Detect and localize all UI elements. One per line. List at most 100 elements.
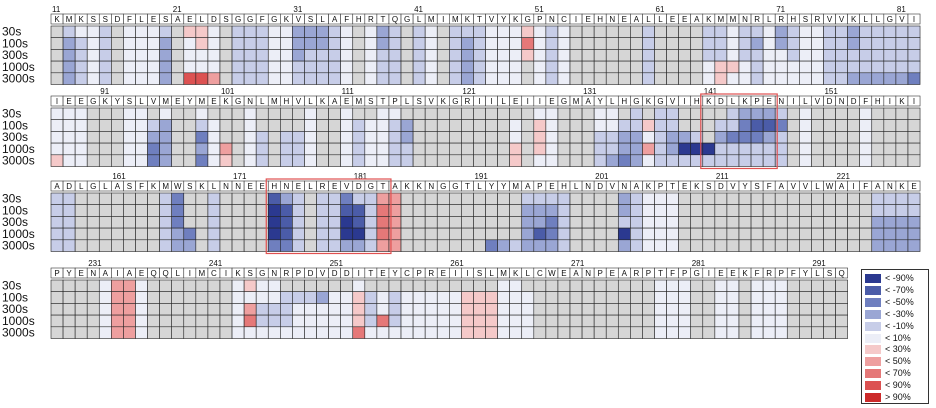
heat-cell <box>533 216 547 229</box>
heat-cell <box>316 279 329 292</box>
heat-cell <box>895 25 909 38</box>
residue-letter: K <box>465 15 471 24</box>
heat-cell <box>449 131 462 144</box>
legend-swatch <box>865 345 881 355</box>
heat-cell <box>557 49 571 62</box>
heat-cell <box>859 142 873 156</box>
heat-cell <box>738 239 752 252</box>
residue-letter: D <box>308 269 314 278</box>
residue-letter: V <box>730 182 736 191</box>
heat-cell <box>533 72 547 85</box>
heat-cell <box>436 131 450 144</box>
timepoint-label: 1000s <box>2 227 35 241</box>
heat-cell <box>654 25 667 38</box>
residue-letter: S <box>803 15 808 24</box>
heat-cell <box>799 131 812 144</box>
heat-cell <box>436 227 450 241</box>
heat-cell <box>267 60 281 74</box>
heat-cell <box>388 119 402 132</box>
heat-cell <box>533 239 547 252</box>
heat-cell <box>786 192 800 205</box>
legend-item: < -90% <box>862 273 928 284</box>
heat-cell <box>98 72 112 85</box>
heat-cell <box>171 239 185 252</box>
heat-cell <box>255 107 269 120</box>
heat-cell <box>352 326 366 339</box>
heat-cell <box>774 216 788 229</box>
heat-cell <box>847 107 860 120</box>
heat-cell <box>533 227 547 241</box>
heat-cell <box>219 326 233 339</box>
heat-cell <box>340 216 354 229</box>
heat-cell <box>412 131 426 144</box>
heat-cell <box>895 142 909 156</box>
heat-cell <box>847 60 860 74</box>
heat-cell <box>545 204 559 217</box>
heat-cell <box>533 154 547 167</box>
heat-cell <box>159 303 173 316</box>
heat-cell <box>485 227 498 241</box>
residue-letter: E <box>332 182 337 191</box>
residue-letter: P <box>682 269 687 278</box>
heat-cell <box>617 131 631 144</box>
residue-letter: G <box>90 182 96 191</box>
heat-cell <box>835 154 848 167</box>
heat-cell <box>449 303 462 316</box>
heat-cell <box>98 326 112 339</box>
heat-cell <box>50 192 64 205</box>
heat-cell <box>280 227 293 241</box>
heat-cell <box>738 119 752 132</box>
heat-cell <box>774 37 788 50</box>
heat-cell <box>497 204 510 217</box>
tick-label: 201 <box>595 172 609 181</box>
heat-cell <box>195 25 209 38</box>
heat-cell <box>823 131 836 144</box>
heat-cell <box>690 72 704 85</box>
heat-cell <box>617 204 631 217</box>
heat-cell <box>509 326 523 339</box>
heat-cell <box>231 227 245 241</box>
heat-cell <box>835 204 848 217</box>
residue-letter: N <box>621 182 627 191</box>
heat-cell <box>762 60 776 74</box>
residue-letter: M <box>355 97 362 106</box>
heat-cell <box>195 142 209 156</box>
heat-cell <box>883 60 897 74</box>
timepoint-label: 30s <box>2 25 21 39</box>
heat-cell <box>714 119 728 132</box>
heat-cell <box>907 154 921 167</box>
heat-cell <box>871 216 885 229</box>
heat-cell <box>243 142 257 156</box>
heat-cell <box>545 107 559 120</box>
heat-cell <box>123 239 136 252</box>
heat-cell <box>473 142 486 156</box>
heat-cell <box>461 142 474 156</box>
heat-cell <box>376 314 390 328</box>
heat-cell <box>895 204 909 217</box>
heat-cell <box>340 279 354 292</box>
heat-cell <box>219 72 233 85</box>
heat-cell <box>762 326 776 339</box>
heat-cell <box>642 216 655 229</box>
heat-cell <box>714 239 728 252</box>
residue-letter: C <box>404 269 410 278</box>
heat-cell <box>123 25 136 38</box>
heat-cell <box>593 216 607 229</box>
heat-cell <box>207 227 221 241</box>
heat-cell <box>811 314 824 328</box>
heat-cell <box>98 107 112 120</box>
heat-cell <box>461 49 474 62</box>
heat-cell <box>255 291 269 304</box>
heat-cell <box>630 25 643 38</box>
heat-cell <box>581 204 595 217</box>
residue-letter: R <box>754 15 760 24</box>
residue-letter: G <box>235 15 241 24</box>
heat-cell <box>280 60 293 74</box>
heat-cell <box>352 49 366 62</box>
heat-cell <box>605 204 619 217</box>
heat-cell <box>738 216 752 229</box>
residue-letter: A <box>585 97 591 106</box>
heat-cell <box>642 49 655 62</box>
heat-cell <box>545 72 559 85</box>
heat-cell <box>243 291 257 304</box>
